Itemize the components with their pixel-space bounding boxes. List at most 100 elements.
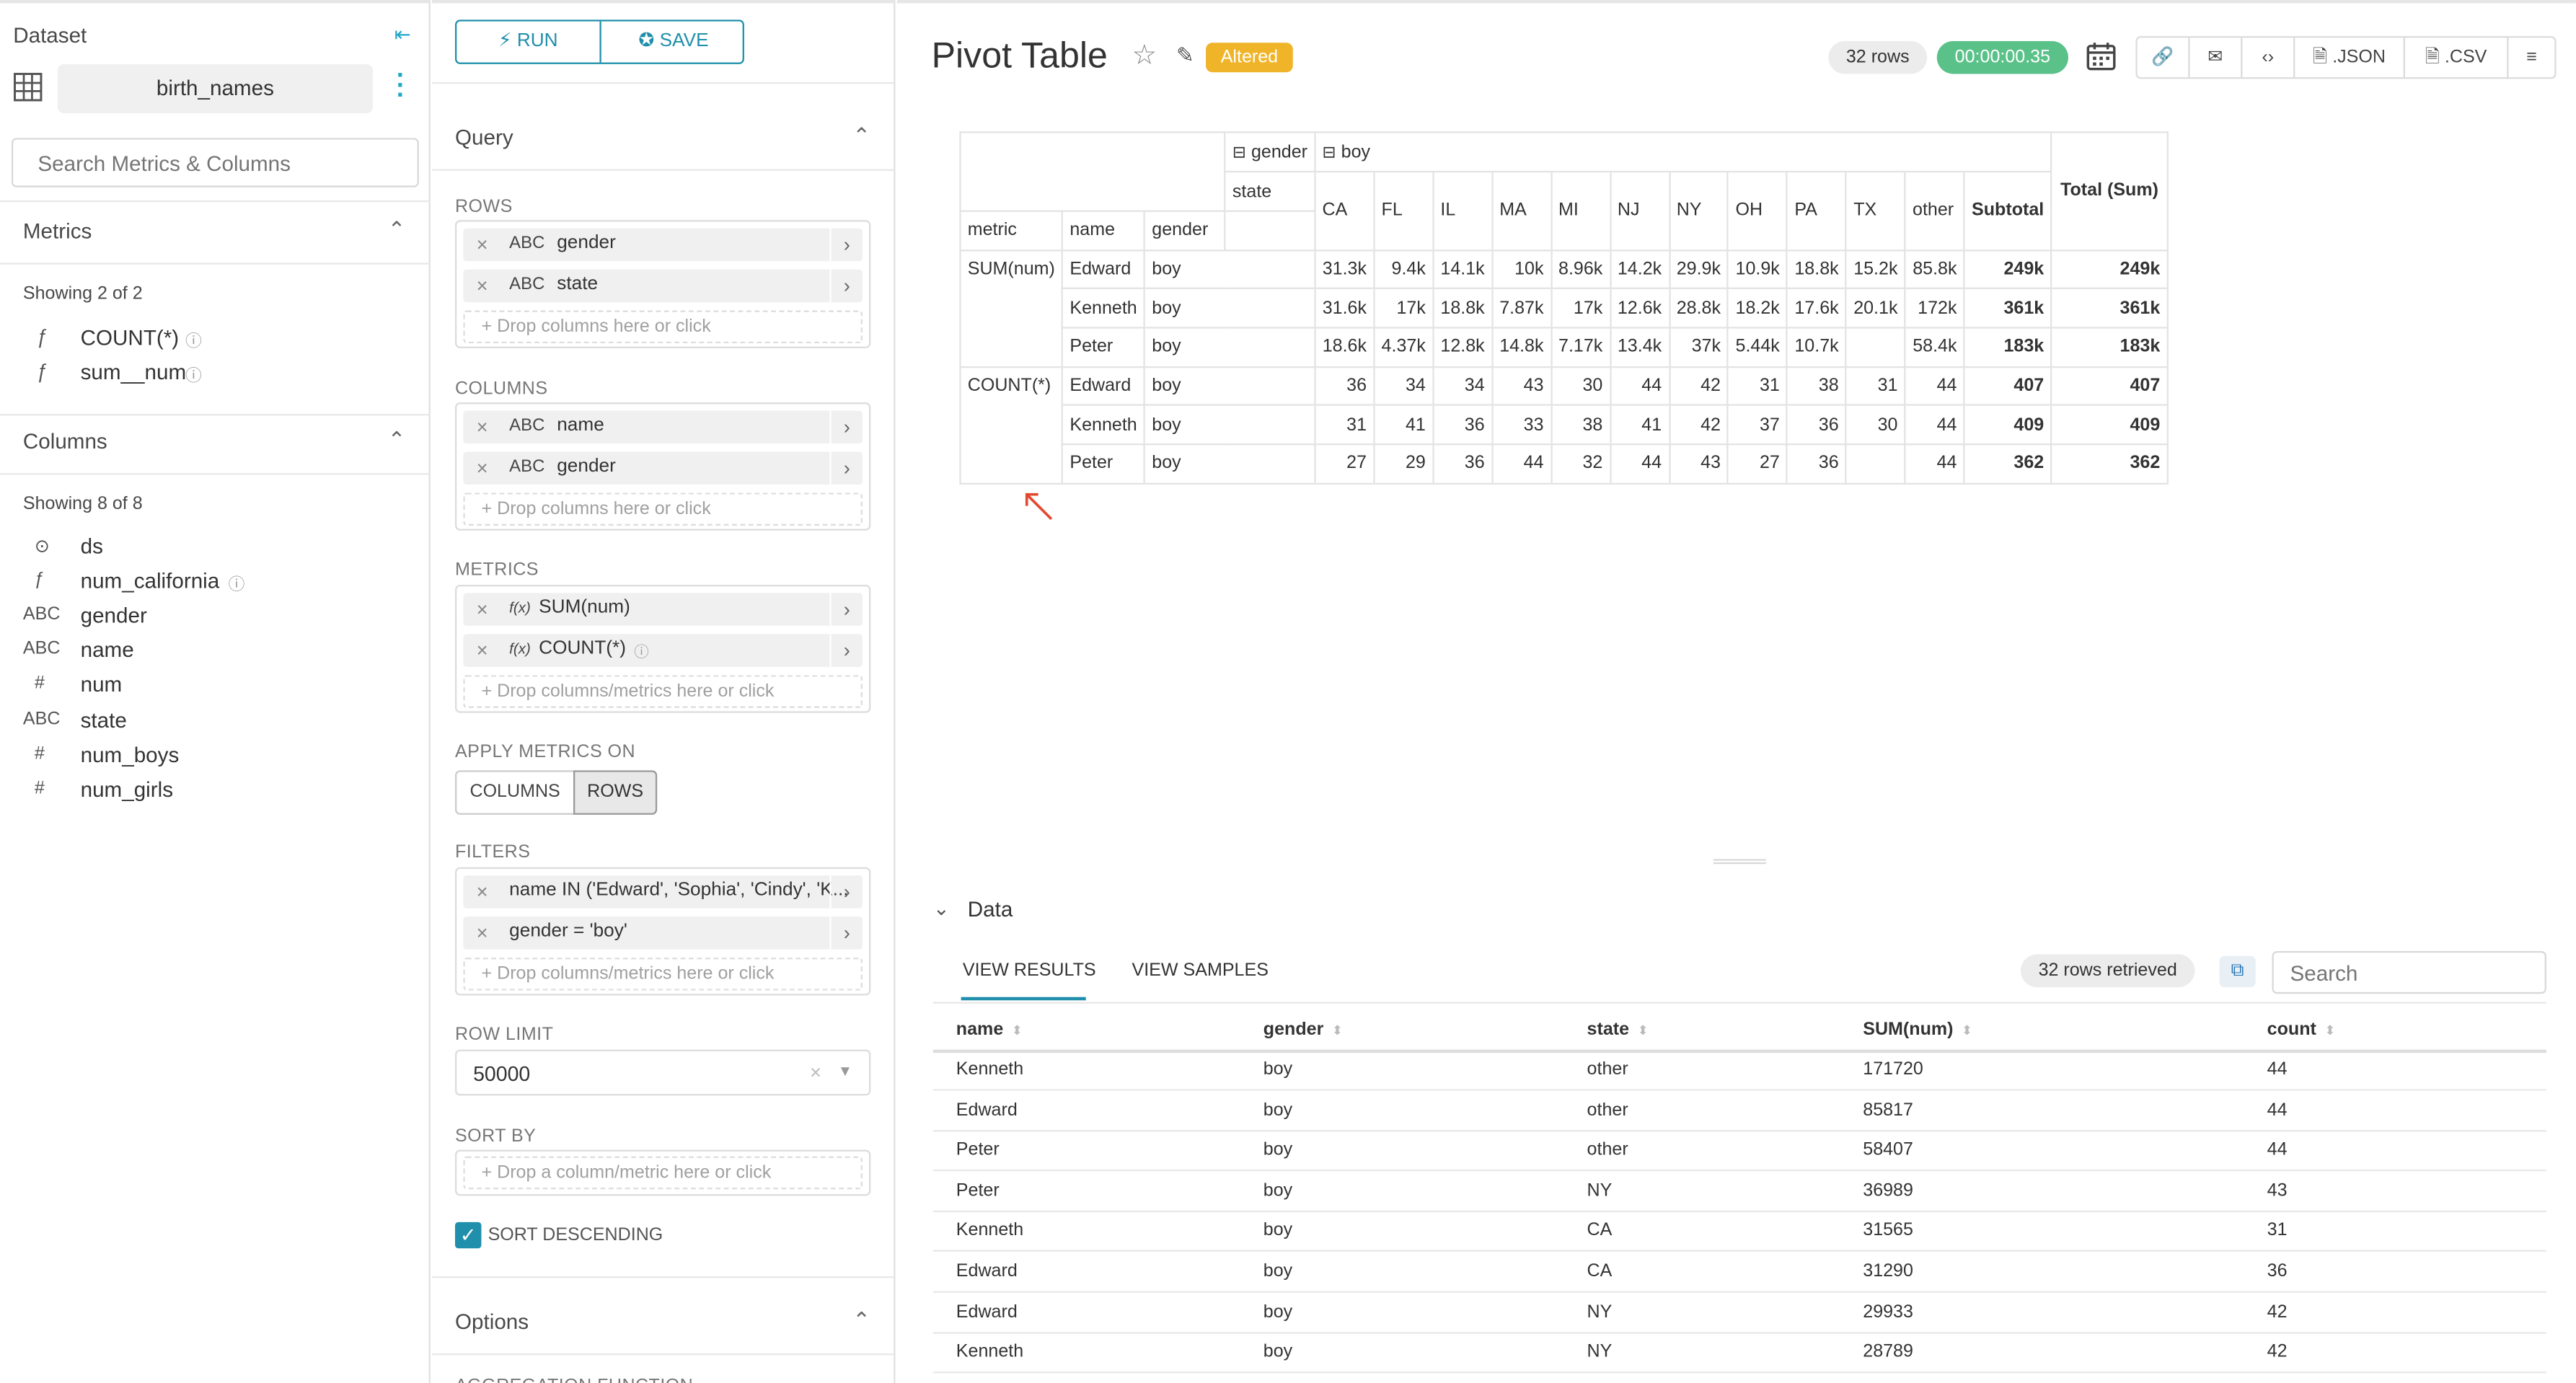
chip-columns[interactable]: × ABC name ›	[463, 410, 863, 444]
sort-icon[interactable]: ⬍	[1961, 1023, 1973, 1038]
column-item[interactable]: ABC state	[0, 707, 431, 737]
sort-icon[interactable]: ⬍	[2324, 1023, 2336, 1038]
edit-icon[interactable]: ✎	[1176, 43, 1194, 68]
remove-icon[interactable]: ×	[476, 598, 488, 622]
remove-icon[interactable]: ×	[476, 456, 488, 480]
sort-descending-checkbox[interactable]: ✓	[455, 1221, 482, 1249]
chevron-right-icon[interactable]: ›	[829, 593, 863, 626]
chevron-right-icon[interactable]: ›	[829, 451, 863, 485]
column-item[interactable]: ƒ num_california ⓘ	[0, 568, 431, 598]
dataset-menu-icon[interactable]: · · ·	[396, 62, 405, 110]
run-button[interactable]: ⚡ RUN	[456, 21, 601, 63]
remove-icon[interactable]: ×	[476, 921, 488, 945]
chevron-up-icon[interactable]: ⌃	[852, 123, 871, 149]
pivot-state-header[interactable]: OH	[1727, 170, 1788, 251]
help-icon[interactable]: ⓘ	[634, 643, 649, 660]
column-item[interactable]: # num_boys	[0, 742, 431, 772]
metric-item[interactable]: ƒ COUNT(*) ⓘ	[0, 325, 431, 355]
caret-down-icon[interactable]: ▼	[837, 1062, 853, 1079]
column-item[interactable]: # num_girls	[0, 777, 431, 806]
filter-chip-name[interactable]: × name IN ('Edward', 'Sophia', 'Cindy', '…	[463, 875, 863, 909]
filter-chip-gender[interactable]: × gender = 'boy' ›	[463, 916, 863, 950]
help-icon[interactable]: ⓘ	[228, 576, 245, 595]
altered-badge[interactable]: Altered	[1206, 43, 1293, 73]
pivot-state-header[interactable]: IL	[1432, 170, 1494, 251]
menu-button[interactable]: ≡	[2507, 36, 2557, 79]
results-column-header[interactable]: gender ⬍	[1263, 1020, 1344, 1040]
calendar-icon[interactable]	[2085, 40, 2118, 81]
chevron-right-icon[interactable]: ›	[829, 228, 863, 262]
dataset-name[interactable]: birth_names	[57, 63, 374, 114]
data-search-input[interactable]	[2272, 950, 2546, 994]
apply-rows-toggle[interactable]: ROWS	[573, 770, 658, 815]
pivot-state-header[interactable]: MA	[1491, 170, 1552, 251]
column-item[interactable]: ABC gender	[0, 603, 431, 632]
pivot-state-header[interactable]: other	[1904, 170, 1965, 251]
chevron-right-icon[interactable]: ›	[829, 916, 863, 950]
tab-view-results[interactable]: VIEW RESULTS	[962, 960, 1096, 981]
drop-metrics-target[interactable]: + Drop columns/metrics here or click	[463, 675, 863, 708]
chevron-right-icon[interactable]: ›	[829, 634, 863, 667]
results-column-header[interactable]: name ⬍	[956, 1020, 1023, 1040]
save-button[interactable]: ✪ SAVE	[638, 31, 709, 51]
remove-icon[interactable]: ×	[476, 233, 488, 257]
chevron-up-icon[interactable]: ⌃	[387, 216, 406, 242]
pivot-state-header[interactable]: NJ	[1609, 170, 1670, 251]
column-item[interactable]: ⊙ ds	[0, 534, 431, 563]
row-limit-select[interactable]: 50000 × ▼	[455, 1049, 871, 1096]
remove-icon[interactable]: ×	[476, 639, 488, 663]
resize-handle[interactable]	[1713, 859, 1766, 865]
star-icon[interactable]: ☆	[1132, 39, 1157, 71]
drop-filters-target[interactable]: + Drop columns/metrics here or click	[463, 958, 863, 991]
chip-metrics[interactable]: × f(x) COUNT(*) ⓘ ›	[463, 634, 863, 667]
collapse-box-icon[interactable]: ⊟	[1322, 143, 1336, 162]
collapse-box-icon[interactable]: ⊟	[1232, 143, 1247, 162]
sort-icon[interactable]: ⬍	[1331, 1023, 1344, 1038]
pivot-header-boy[interactable]: ⊟ boy	[1314, 131, 2052, 173]
chevron-up-icon[interactable]: ⌃	[387, 427, 406, 452]
drop-columns-target[interactable]: + Drop columns here or click	[463, 492, 863, 526]
pivot-total-header[interactable]: Total (Sum)	[2050, 131, 2169, 251]
clear-icon[interactable]: ×	[810, 1061, 822, 1084]
apply-columns-toggle[interactable]: COLUMNS	[455, 770, 575, 815]
metric-item[interactable]: ƒ sum__num ⓘ	[0, 360, 431, 389]
results-column-header[interactable]: SUM(num) ⬍	[1863, 1020, 1973, 1040]
data-collapse-icon[interactable]: ⌄	[932, 896, 950, 920]
pivot-state-header[interactable]: PA	[1786, 170, 1848, 251]
pivot-state-header[interactable]: FL	[1373, 170, 1434, 251]
copy-icon[interactable]: ⧉	[2219, 955, 2256, 988]
chip-columns[interactable]: × ABC gender ›	[463, 451, 863, 485]
email-button[interactable]: ✉	[2188, 36, 2243, 79]
link-button[interactable]: 🔗	[2135, 36, 2190, 79]
collapse-panel-icon[interactable]: ⇤	[394, 22, 411, 46]
chevron-right-icon[interactable]: ›	[829, 875, 863, 909]
results-column-header[interactable]: state ⬍	[1587, 1020, 1649, 1040]
pivot-state-header[interactable]: MI	[1550, 170, 1611, 251]
chart-title[interactable]: Pivot Table	[931, 34, 1108, 76]
remove-icon[interactable]: ×	[476, 415, 488, 439]
remove-icon[interactable]: ×	[476, 880, 488, 903]
tab-view-samples[interactable]: VIEW SAMPLES	[1132, 960, 1269, 981]
help-icon[interactable]: ⓘ	[185, 333, 202, 352]
csv-button[interactable]: 🗎 .CSV	[2403, 36, 2509, 79]
search-metrics-input[interactable]	[11, 138, 419, 187]
chevron-right-icon[interactable]: ›	[829, 269, 863, 303]
help-icon[interactable]: ⓘ	[185, 368, 202, 386]
pivot-state-header[interactable]: TX	[1845, 170, 1906, 251]
chip-rows[interactable]: × ABC state ›	[463, 269, 863, 303]
chevron-right-icon[interactable]: ›	[829, 410, 863, 444]
column-item[interactable]: ABC name	[0, 638, 431, 668]
chip-rows[interactable]: × ABC gender ›	[463, 228, 863, 262]
pivot-subtotal-header[interactable]: Subtotal	[1963, 170, 2052, 251]
pivot-state-header[interactable]: CA	[1314, 170, 1375, 251]
drop-rows-target[interactable]: + Drop columns here or click	[463, 310, 863, 344]
embed-button[interactable]: ‹›	[2241, 36, 2295, 79]
chevron-up-icon[interactable]: ⌃	[852, 1307, 871, 1333]
remove-icon[interactable]: ×	[476, 274, 488, 298]
chip-metrics[interactable]: × f(x) SUM(num) ›	[463, 593, 863, 626]
json-button[interactable]: 🗎 .JSON	[2293, 36, 2405, 79]
sort-icon[interactable]: ⬍	[1011, 1023, 1023, 1038]
sort-icon[interactable]: ⬍	[1637, 1023, 1649, 1038]
pivot-state-header[interactable]: NY	[1668, 170, 1729, 251]
pivot-header-gender[interactable]: ⊟ gender	[1224, 131, 1316, 173]
